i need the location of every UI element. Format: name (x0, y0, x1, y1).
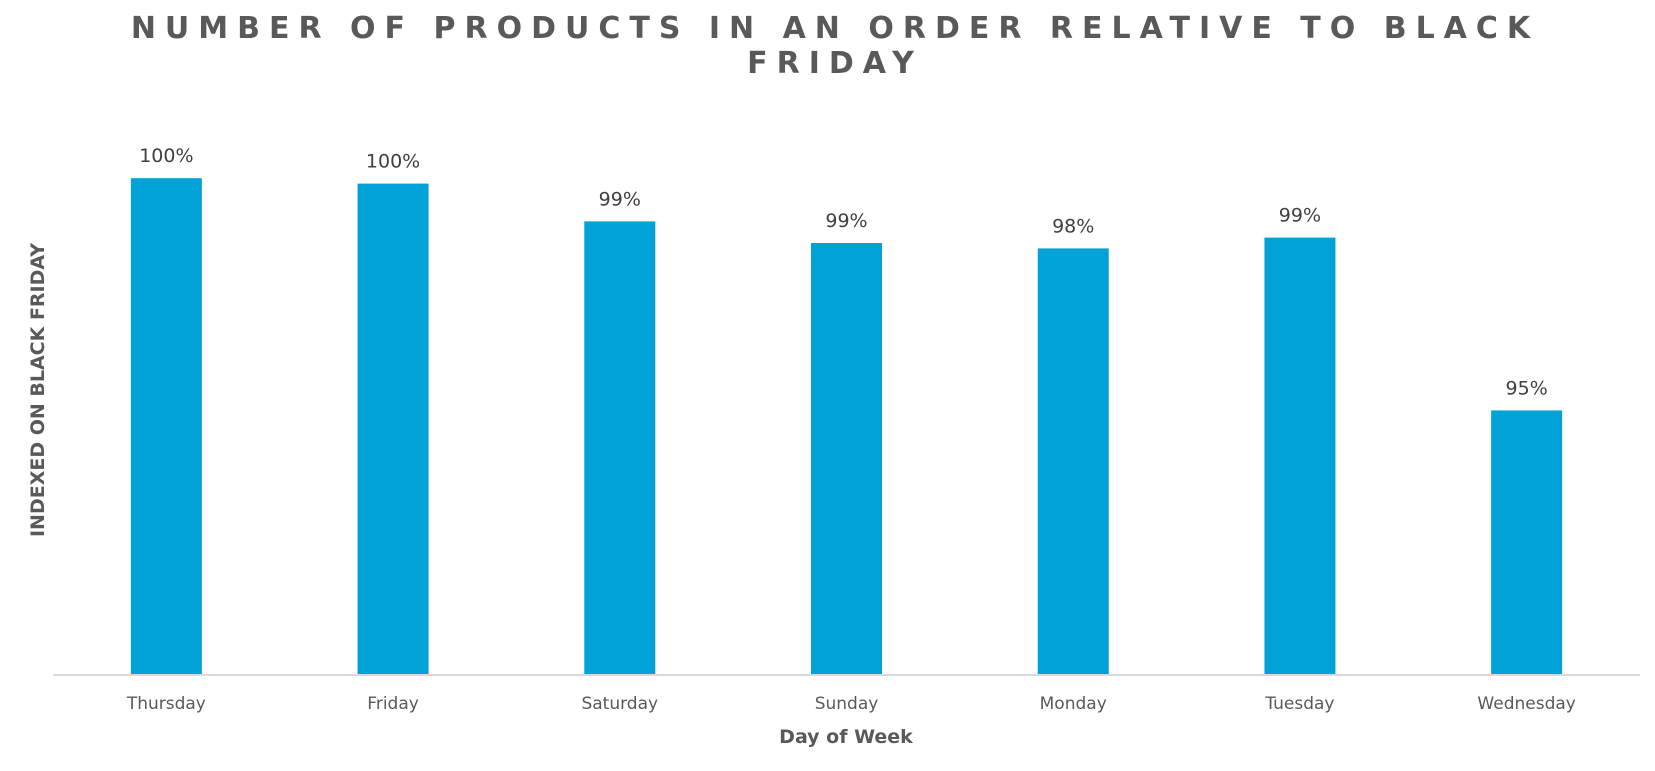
data-label-monday: 98% (1052, 215, 1094, 237)
x-tick-label-friday: Friday (367, 694, 419, 714)
bar-friday (357, 183, 429, 675)
bar-thursday (130, 178, 202, 675)
bars-group (130, 178, 1563, 675)
x-tick-label-monday: Monday (1040, 694, 1107, 714)
data-label-thursday: 100% (139, 145, 193, 167)
data-label-saturday: 99% (599, 188, 641, 210)
bar-monday (1037, 248, 1109, 675)
x-tick-label-sunday: Sunday (815, 694, 879, 714)
bar-saturday (584, 221, 656, 675)
bar-wednesday (1491, 410, 1563, 675)
data-label-friday: 100% (366, 151, 420, 173)
data-label-sunday: 99% (825, 210, 867, 232)
chart-title-line-2: FRIDAY (747, 46, 923, 81)
y-axis-title: INDEXED ON BLACK FRIDAY (27, 243, 49, 537)
x-tick-label-tuesday: Tuesday (1264, 694, 1334, 714)
data-label-wednesday: 95% (1506, 377, 1548, 399)
x-axis-title: Day of Week (779, 726, 913, 748)
data-label-tuesday: 99% (1279, 205, 1321, 227)
x-tick-labels-group: Thursday Friday Saturday Sunday Monday Tuesda… (126, 694, 1576, 714)
bar-tuesday (1264, 237, 1336, 675)
bar-sunday (811, 243, 882, 675)
chart-title: NUMBER OF PRODUCTS IN AN ORDER RELATIVE … (131, 11, 1539, 81)
x-tick-label-saturday: Saturday (581, 694, 658, 714)
x-tick-label-wednesday: Wednesday (1477, 694, 1575, 714)
chart-title-line-1: NUMBER OF PRODUCTS IN AN ORDER RELATIVE … (131, 11, 1539, 46)
x-tick-label-thursday: Thursday (126, 694, 206, 714)
data-labels-group: 100% 100% 99% 99% 98% 99% 95% (139, 145, 1548, 399)
